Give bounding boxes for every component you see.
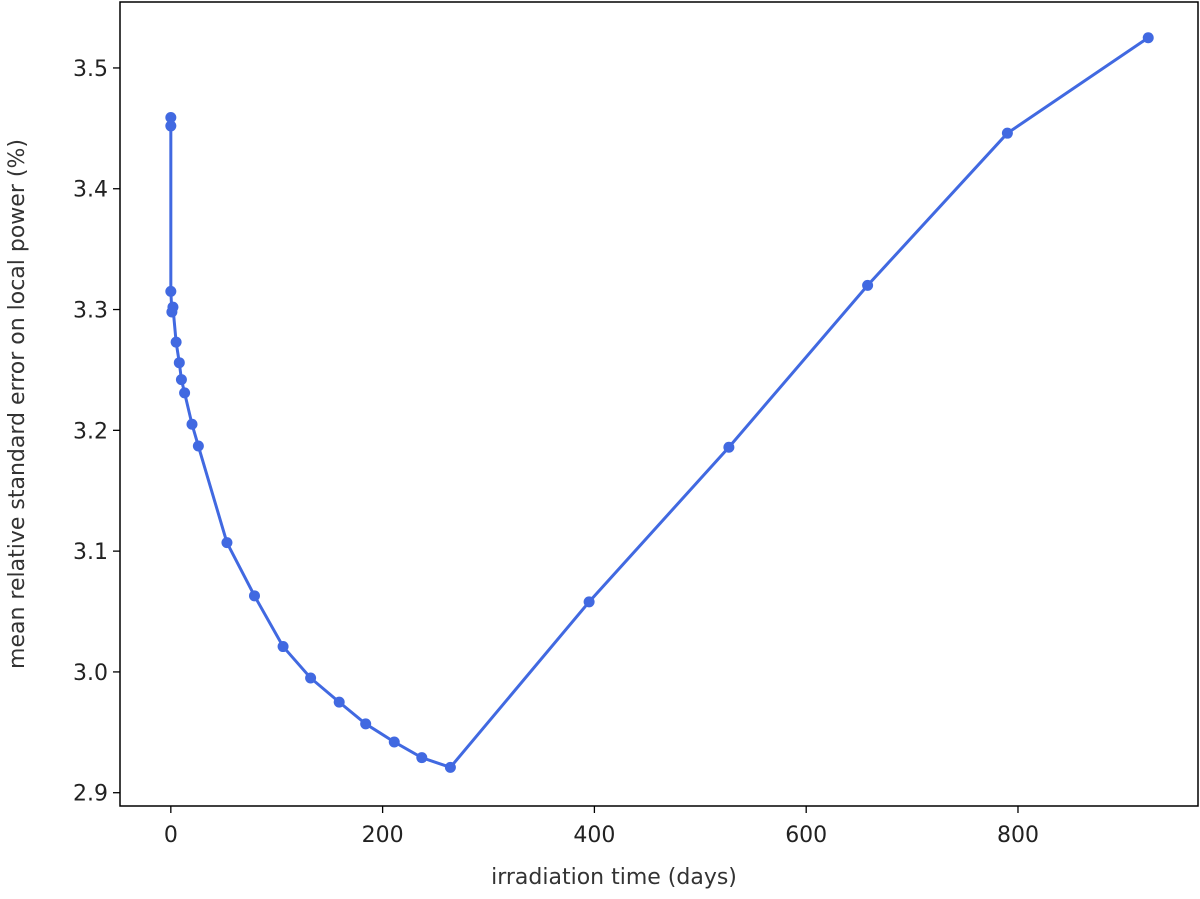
- data-point: [179, 387, 191, 399]
- data-point: [192, 440, 204, 452]
- data-point: [360, 718, 372, 730]
- data-point: [170, 336, 182, 348]
- y-tick-label: 3.0: [73, 661, 108, 686]
- x-tick-label: 800: [997, 823, 1039, 848]
- data-point: [723, 441, 735, 453]
- data-point: [248, 590, 260, 602]
- data-point: [165, 285, 177, 297]
- data-point: [173, 357, 185, 369]
- x-tick-label: 200: [362, 823, 404, 848]
- data-point: [221, 537, 233, 549]
- y-axis-title: mean relative standard error on local po…: [5, 139, 30, 669]
- data-line: [169, 36, 1150, 770]
- y-tick-label: 3.3: [73, 299, 108, 324]
- data-point: [1142, 32, 1154, 44]
- y-tick-label: 3.5: [73, 57, 108, 82]
- data-point: [175, 374, 187, 386]
- x-tick-label: 0: [164, 823, 178, 848]
- x-tick-label: 600: [785, 823, 827, 848]
- x-axis-title: irradiation time (days): [491, 865, 737, 890]
- data-point: [862, 279, 874, 291]
- data-point: [388, 736, 400, 748]
- data-point: [333, 696, 345, 708]
- data-point: [305, 672, 317, 684]
- data-point: [165, 120, 177, 132]
- y-tick-label: 3.2: [73, 419, 108, 444]
- data-point: [277, 641, 289, 653]
- data-point: [444, 761, 456, 773]
- data-point: [167, 301, 179, 313]
- y-tick-label: 3.1: [73, 540, 108, 565]
- data-point: [583, 596, 595, 608]
- y-tick-label: 3.4: [73, 178, 108, 203]
- data-point: [1001, 127, 1013, 139]
- x-tick-label: 400: [573, 823, 615, 848]
- data-point: [416, 752, 428, 764]
- y-tick-label: 2.9: [73, 782, 108, 807]
- data-point: [165, 111, 177, 123]
- plot-frame: [119, 1, 1199, 807]
- data-point: [186, 418, 198, 430]
